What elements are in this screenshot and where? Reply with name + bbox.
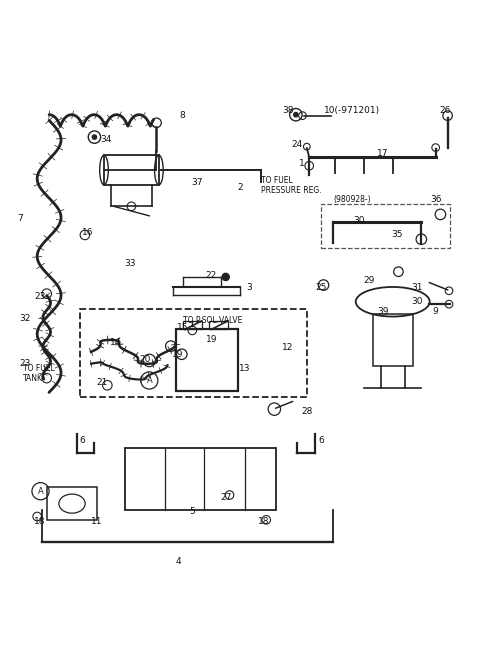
Bar (80, 309, 307, 397)
Text: 7: 7 (18, 214, 24, 223)
Text: 3: 3 (247, 283, 252, 292)
Bar (321, 204, 450, 248)
Text: 6: 6 (80, 436, 85, 445)
Text: 23: 23 (20, 359, 31, 368)
Bar (183, 321, 202, 329)
Text: 37: 37 (192, 178, 203, 187)
Text: 14: 14 (110, 338, 121, 347)
Text: 39: 39 (377, 307, 389, 316)
Text: 15: 15 (177, 323, 189, 333)
Text: 19: 19 (205, 335, 217, 344)
Text: 23: 23 (34, 293, 45, 302)
Text: 12: 12 (282, 342, 293, 352)
Text: 13: 13 (239, 364, 251, 373)
Text: 27: 27 (220, 493, 231, 502)
Text: 5: 5 (190, 507, 195, 516)
Text: 20: 20 (139, 354, 150, 363)
Text: TO FUEL
PRESSURE REG.: TO FUEL PRESSURE REG. (262, 176, 322, 195)
Text: 33: 33 (124, 259, 136, 268)
Text: 28: 28 (301, 407, 312, 416)
Text: 36: 36 (430, 195, 442, 203)
Text: 17: 17 (377, 150, 389, 158)
Text: 24: 24 (292, 140, 303, 149)
Circle shape (221, 273, 230, 281)
Text: TO FUEL
TANK: TO FUEL TANK (23, 363, 55, 383)
Bar (176, 329, 238, 392)
Text: 30: 30 (411, 297, 422, 306)
Text: 31: 31 (411, 283, 422, 292)
Text: 29: 29 (363, 276, 374, 285)
Bar (125, 448, 276, 510)
Text: 6: 6 (318, 436, 324, 445)
Text: 21: 21 (96, 379, 108, 388)
Bar (209, 321, 228, 329)
Bar (47, 487, 97, 520)
Text: 11: 11 (91, 517, 103, 525)
Text: 26: 26 (440, 106, 451, 115)
Text: 19: 19 (172, 350, 184, 359)
Text: 10(-971201): 10(-971201) (324, 106, 380, 115)
Text: 8: 8 (180, 111, 186, 120)
Text: 1: 1 (299, 159, 305, 168)
Text: 2: 2 (237, 183, 243, 192)
Bar (372, 314, 413, 366)
Text: 35: 35 (392, 230, 403, 239)
Text: A: A (146, 376, 152, 385)
Circle shape (92, 134, 97, 140)
Text: 9: 9 (433, 307, 439, 316)
Text: 18: 18 (258, 517, 270, 525)
Text: A: A (37, 487, 43, 496)
Text: 22: 22 (206, 271, 217, 280)
Text: 34: 34 (101, 135, 112, 144)
Text: (980928-): (980928-) (333, 195, 371, 203)
Text: 38: 38 (282, 106, 293, 115)
Bar (104, 155, 159, 185)
Text: 30: 30 (354, 216, 365, 225)
Text: 25: 25 (315, 283, 327, 292)
Text: 32: 32 (20, 314, 31, 323)
Text: 16: 16 (82, 228, 93, 237)
Circle shape (293, 112, 299, 117)
Text: TO P.SOL.VALVE: TO P.SOL.VALVE (183, 316, 242, 325)
Text: 18: 18 (34, 517, 45, 525)
Text: 4: 4 (175, 558, 181, 566)
